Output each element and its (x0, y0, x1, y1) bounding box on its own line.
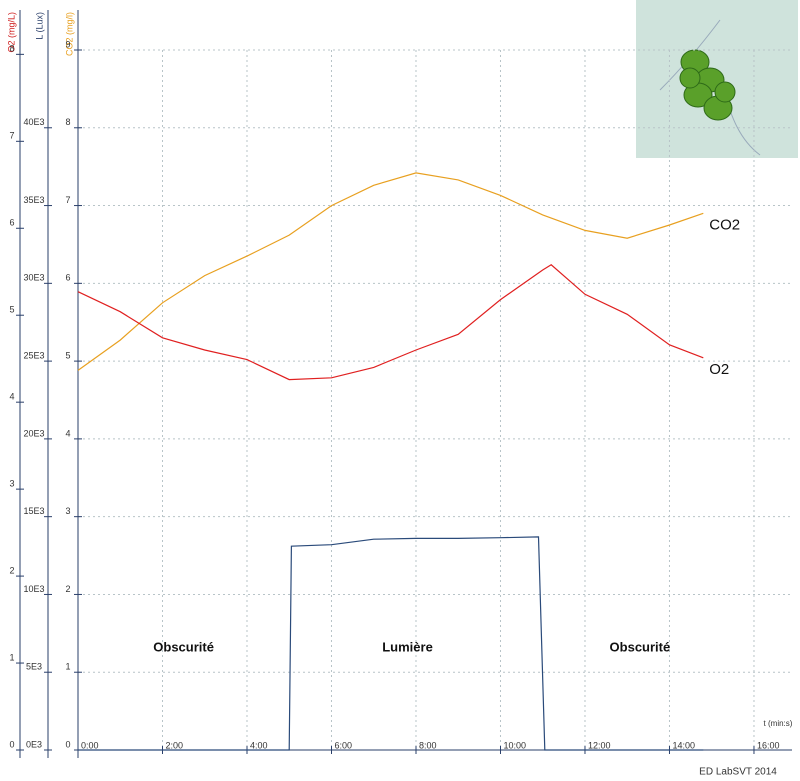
x-tick-label: 10:00 (503, 740, 526, 750)
y-tick-label: 1 (65, 662, 70, 672)
y-axis-title: O2 (mg/L) (6, 12, 16, 53)
x-axis-label: t (min:s) (764, 719, 793, 728)
x-tick-label: 14:00 (672, 740, 695, 750)
y-tick-label: 0E3 (26, 739, 42, 749)
y-tick-label: 7 (65, 195, 70, 205)
x-tick-label: 12:00 (588, 740, 611, 750)
y-tick-label: 2 (65, 584, 70, 594)
y-tick-label: 40E3 (23, 117, 44, 127)
y-tick-label: 7 (9, 131, 14, 141)
algae (659, 19, 761, 156)
y-tick-label: 15E3 (23, 506, 44, 516)
y-tick-label: 4 (65, 428, 70, 438)
y-tick-label: 30E3 (23, 273, 44, 283)
y-tick-label: 3 (65, 506, 70, 516)
x-tick-label: 0:00 (81, 740, 99, 750)
series-label: CO2 (709, 216, 740, 233)
y-tick-label: 8 (9, 44, 14, 54)
series-line (78, 536, 704, 751)
y-tick-label: 6 (9, 218, 14, 228)
y-axis-title: L (Lux) (34, 12, 44, 40)
y-tick-label: 35E3 (23, 195, 44, 205)
x-tick-label: 2:00 (165, 740, 183, 750)
y-tick-label: 3 (9, 479, 14, 489)
annotation: Lumière (382, 639, 433, 654)
x-tick-label: 6:00 (334, 740, 352, 750)
y-tick-label: 1 (9, 652, 14, 662)
x-tick-label: 16:00 (757, 740, 780, 750)
y-tick-label: 5 (65, 350, 70, 360)
y-tick-label: 5E3 (26, 662, 42, 672)
footer: ED LabSVT 2014 (699, 767, 777, 778)
y-tick-label: 0 (9, 739, 14, 749)
x-tick-label: 8:00 (419, 740, 437, 750)
x-tick-label: 4:00 (250, 740, 268, 750)
y-tick-label: 10E3 (23, 584, 44, 594)
series-label: O2 (709, 361, 729, 378)
annotation: Obscurité (153, 639, 214, 654)
annotation: Obscurité (610, 639, 671, 654)
series-line (77, 264, 704, 381)
series-line (77, 172, 704, 371)
y-tick-label: 25E3 (23, 350, 44, 360)
y-tick-label: 2 (9, 565, 14, 575)
y-tick-label: 0 (65, 739, 70, 749)
y-tick-label: 8 (65, 117, 70, 127)
y-tick-label: 4 (9, 392, 14, 402)
y-axis-title: CO2 (mg/l) (64, 12, 74, 56)
y-tick-label: 9 (65, 39, 70, 49)
y-tick-label: 20E3 (23, 428, 44, 438)
y-tick-label: 5 (9, 305, 14, 315)
y-tick-label: 6 (65, 273, 70, 283)
